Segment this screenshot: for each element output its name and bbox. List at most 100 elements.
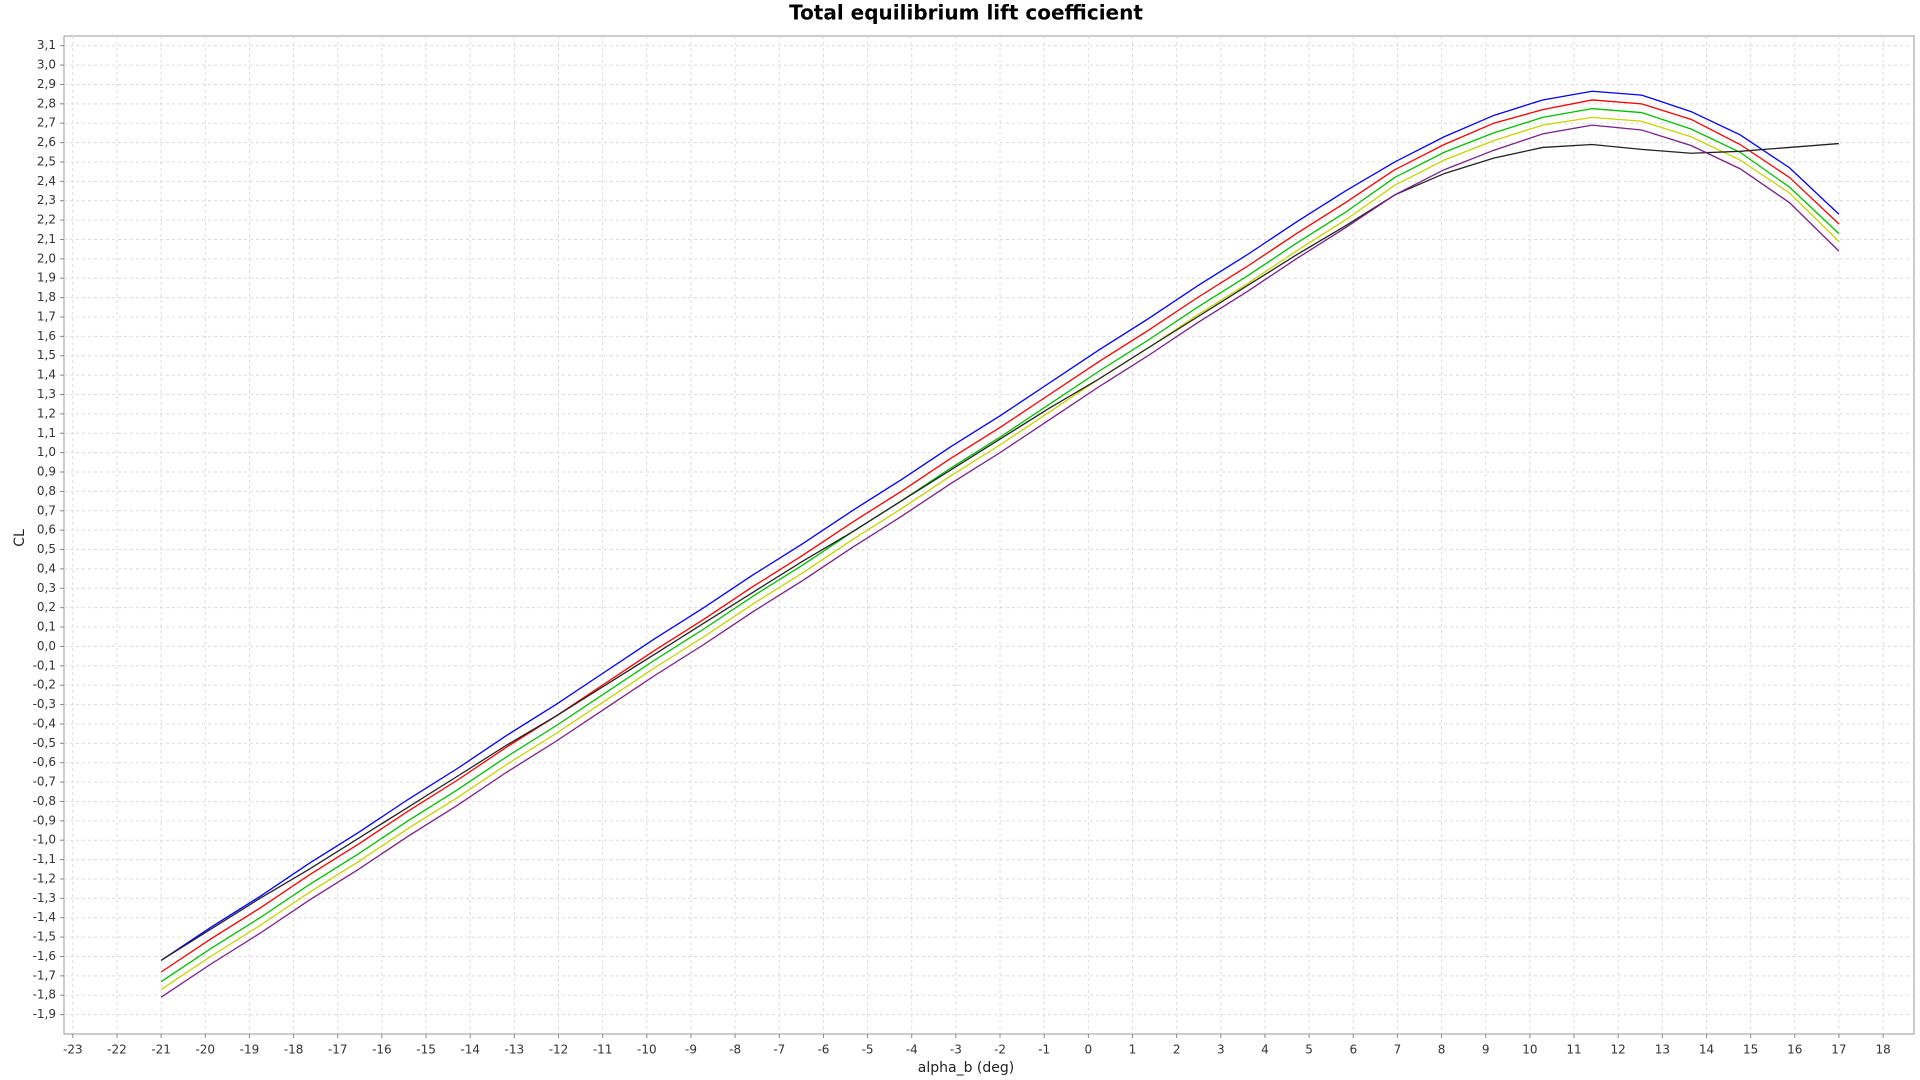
- x-tick-label: -20: [195, 1043, 215, 1057]
- y-tick-label: -1,7: [33, 968, 56, 982]
- x-tick-label: 9: [1482, 1043, 1490, 1057]
- y-tick-label: -0,7: [33, 775, 56, 789]
- y-tick-label: 0,3: [37, 581, 56, 595]
- y-tick-label: -1,4: [33, 910, 56, 924]
- y-tick-label: -0,6: [33, 755, 56, 769]
- y-tick-label: 2,1: [37, 232, 56, 246]
- y-tick-label: 0,9: [37, 465, 56, 479]
- x-tick-label: -15: [416, 1043, 436, 1057]
- x-tick-label: 13: [1655, 1043, 1670, 1057]
- y-tick-label: 1,6: [37, 329, 56, 343]
- x-tick-label: -4: [906, 1043, 918, 1057]
- y-tick-label: -1,9: [33, 1007, 56, 1021]
- x-tick-label: 7: [1394, 1043, 1402, 1057]
- y-tick-label: 0,0: [37, 639, 56, 653]
- y-tick-label: -0,3: [33, 697, 56, 711]
- y-tick-label: 0,8: [37, 484, 56, 498]
- series-line: [160, 142, 1839, 961]
- x-tick-label: 6: [1349, 1043, 1357, 1057]
- x-tick-label: -1: [1038, 1043, 1050, 1057]
- y-tick-label: 2,8: [37, 96, 56, 110]
- x-tick-label: -5: [862, 1043, 874, 1057]
- x-tick-label: 10: [1522, 1043, 1537, 1057]
- y-tick-label: 1,7: [37, 309, 56, 323]
- x-tick-label: -2: [994, 1043, 1006, 1057]
- y-tick-label: 0,7: [37, 503, 56, 517]
- y-tick-label: 0,5: [37, 542, 56, 556]
- y-tick-label: -0,2: [33, 678, 56, 692]
- y-tick-label: -0,4: [33, 716, 56, 730]
- x-tick-label: 1: [1129, 1043, 1137, 1057]
- x-tick-label: -23: [63, 1043, 83, 1057]
- y-tick-label: -0,8: [33, 794, 56, 808]
- x-tick-label: -22: [107, 1043, 127, 1057]
- x-tick-label: 4: [1261, 1043, 1269, 1057]
- x-tick-label: 2: [1173, 1043, 1181, 1057]
- y-axis-label: CL: [12, 529, 28, 547]
- y-tick-label: 1,5: [37, 348, 56, 362]
- y-tick-label: 3,0: [37, 58, 56, 72]
- y-tick-label: -1,1: [33, 852, 56, 866]
- chart-title: Total equilibrium lift coefficient: [789, 1, 1143, 25]
- y-tick-label: -1,8: [33, 988, 56, 1002]
- plot-area: [63, 35, 1915, 1035]
- y-tick-label: 1,8: [37, 290, 56, 304]
- series-line: [160, 99, 1840, 973]
- x-tick-label: 14: [1699, 1043, 1714, 1057]
- x-tick-label: 8: [1438, 1043, 1446, 1057]
- y-tick-label: -1,0: [33, 833, 56, 847]
- x-axis-label: alpha_b (deg): [918, 1060, 1014, 1076]
- y-tick-label: 3,1: [37, 38, 56, 52]
- y-tick-label: -0,9: [33, 813, 56, 827]
- x-tick-label: -3: [950, 1043, 962, 1057]
- y-tick-label: 1,3: [37, 387, 56, 401]
- y-tick-label: 2,3: [37, 193, 56, 207]
- y-tick-label: -1,5: [33, 930, 56, 944]
- y-tick-label: 2,0: [37, 251, 56, 265]
- y-tick-label: 0,6: [37, 523, 56, 537]
- series-line: [160, 116, 1840, 990]
- x-tick-label: -13: [505, 1043, 525, 1057]
- series-line: [160, 124, 1840, 998]
- y-tick-label: 0,1: [37, 620, 56, 634]
- x-tick-label: 5: [1305, 1043, 1313, 1057]
- x-tick-label: 18: [1875, 1043, 1890, 1057]
- x-tick-label: 17: [1831, 1043, 1846, 1057]
- x-tick-label: 16: [1787, 1043, 1802, 1057]
- y-tick-label: 2,5: [37, 154, 56, 168]
- y-tick-label: -0,1: [33, 658, 56, 672]
- x-tick-label: -18: [284, 1043, 304, 1057]
- x-tick-label: -14: [460, 1043, 480, 1057]
- x-tick-label: -6: [817, 1043, 829, 1057]
- series-line: [160, 108, 1840, 983]
- y-tick-label: 1,9: [37, 271, 56, 285]
- y-tick-label: -0,5: [33, 736, 56, 750]
- x-tick-label: 12: [1611, 1043, 1626, 1057]
- y-tick-label: 2,6: [37, 135, 56, 149]
- x-tick-label: -11: [593, 1043, 613, 1057]
- y-tick-label: -1,6: [33, 949, 56, 963]
- x-tick-label: -19: [240, 1043, 260, 1057]
- y-tick-label: 0,4: [37, 561, 56, 575]
- y-tick-label: 2,7: [37, 116, 56, 130]
- y-tick-label: 2,4: [37, 174, 56, 188]
- x-tick-label: -8: [729, 1043, 741, 1057]
- series-line: [160, 90, 1840, 961]
- x-tick-label: 3: [1217, 1043, 1225, 1057]
- y-tick-label: 1,1: [37, 426, 56, 440]
- y-tick-label: 0,2: [37, 600, 56, 614]
- x-tick-label: -10: [637, 1043, 657, 1057]
- y-tick-label: 2,9: [37, 77, 56, 91]
- x-tick-label: 11: [1566, 1043, 1581, 1057]
- y-tick-label: 1,4: [37, 368, 56, 382]
- y-tick-label: 1,0: [37, 445, 56, 459]
- y-tick-label: -1,3: [33, 891, 56, 905]
- x-tick-label: 15: [1743, 1043, 1758, 1057]
- y-tick-label: 1,2: [37, 406, 56, 420]
- x-tick-label: -7: [773, 1043, 785, 1057]
- x-tick-label: -16: [372, 1043, 392, 1057]
- x-tick-label: -21: [151, 1043, 171, 1057]
- x-tick-label: -9: [685, 1043, 697, 1057]
- x-tick-label: 0: [1085, 1043, 1093, 1057]
